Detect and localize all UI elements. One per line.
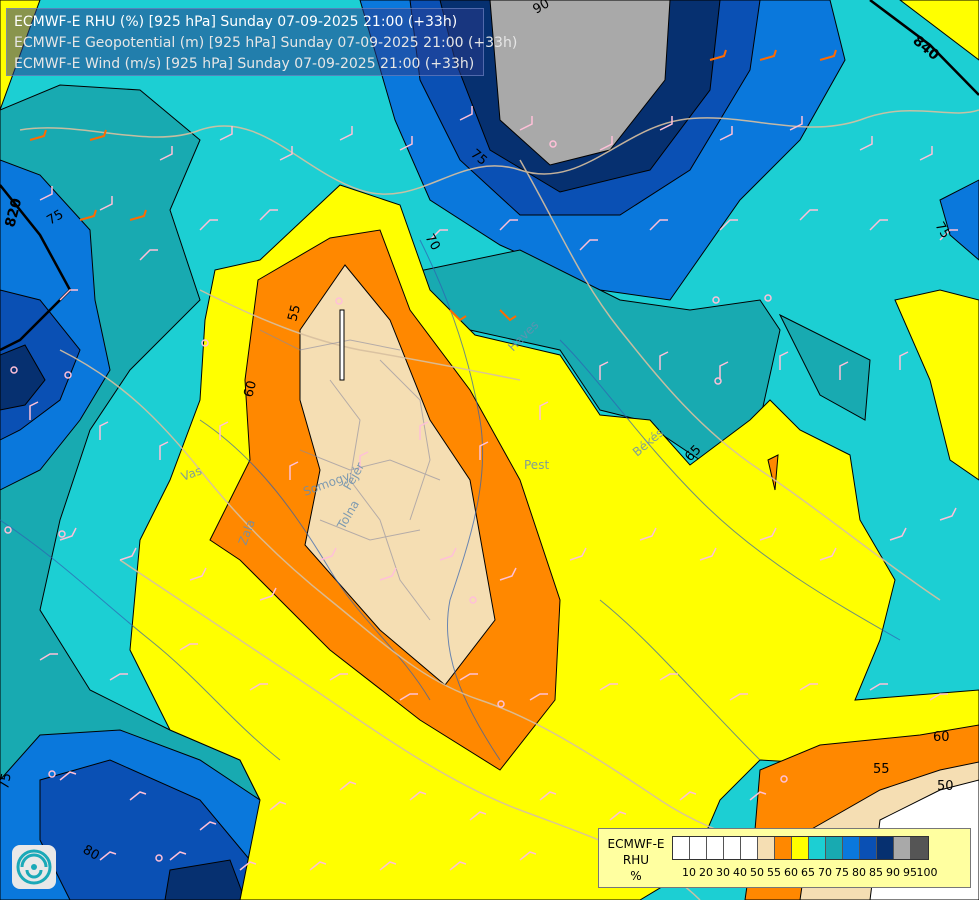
legend-tick-label: 10 <box>682 866 696 879</box>
legend-tick-label: 75 <box>835 866 849 879</box>
legend-variable: RHU <box>622 853 650 867</box>
legend-swatch <box>724 837 741 859</box>
legend-model: ECMWF-E <box>607 837 665 851</box>
legend-swatch <box>809 837 826 859</box>
legend-tick-label: 40 <box>733 866 747 879</box>
legend-swatch <box>894 837 911 859</box>
contour-label-60-central: 60 <box>241 379 260 399</box>
contour-label-55-central: 55 <box>285 303 304 323</box>
wind-calm-markers <box>4 140 788 862</box>
rhu-band-85-west <box>0 344 46 411</box>
contour-label-60-southeast: 60 <box>933 730 950 745</box>
contour-label-75-west: 75 <box>45 207 67 228</box>
title-geopotential: ECMWF-E Geopotential (m) [925 hPa] Sunda… <box>14 35 518 51</box>
rhu-band-60-east <box>894 289 979 481</box>
legend-swatch <box>877 837 894 859</box>
legend-swatch <box>775 837 792 859</box>
contour-label-75-southwest: 75 <box>0 772 15 791</box>
region-label-pest: Pest <box>524 458 549 472</box>
rhu-band-85-southwest <box>164 859 246 900</box>
map-title-box: ECMWF-E RHU (%) [925 hPa] Sunday 07-09-2… <box>6 8 518 76</box>
legend-swatch <box>860 837 877 859</box>
legend-ticks: 10 20 30 40 50 55 60 65 70 75 80 85 90 95 100 <box>672 866 972 880</box>
county-borders <box>259 329 441 621</box>
legend-tick-label: 50 <box>750 866 764 879</box>
contour-label-55-southeast: 55 <box>873 762 890 777</box>
geopotential-label-820: 820 <box>2 196 25 229</box>
legend-tick-label: 65 <box>801 866 815 879</box>
ecmwf-logo-icon <box>12 845 56 889</box>
legend-tick-label: 70 <box>818 866 832 879</box>
legend-swatch <box>792 837 809 859</box>
legend-swatches <box>672 836 929 860</box>
wind-barbs <box>29 106 958 871</box>
legend-tick-label: 55 <box>767 866 781 879</box>
title-wind: ECMWF-E Wind (m/s) [925 hPa] Sunday 07-0… <box>14 56 475 72</box>
contour-label-80-southwest: 80 <box>80 842 102 863</box>
contour-label-50-southeast: 50 <box>937 779 954 794</box>
legend-title: ECMWF-E RHU % <box>602 836 670 884</box>
geopotential-line-840 <box>869 0 979 96</box>
legend-swatch <box>673 837 690 859</box>
legend-tick-label: 30 <box>716 866 730 879</box>
title-rhu: ECMWF-E RHU (%) [925 hPa] Sunday 07-09-2… <box>14 14 458 30</box>
legend-tick-label: 60 <box>784 866 798 879</box>
legend-tick-label: 90 <box>886 866 900 879</box>
rhu-band-75-east <box>939 179 979 261</box>
legend-swatch <box>843 837 860 859</box>
legend-tick-label: 95 <box>903 866 917 879</box>
contour-label-70: 70 <box>422 232 443 254</box>
legend-unit: % <box>630 869 642 883</box>
legend-swatch <box>707 837 724 859</box>
rhu-band-60-northeast <box>899 0 979 61</box>
legend-tick-label: 100 <box>916 866 938 879</box>
rhu-band-70-east-patch <box>778 313 871 421</box>
wind-barbs-strong <box>29 49 837 322</box>
legend-swatch <box>911 837 928 859</box>
legend-tick-label: 20 <box>699 866 713 879</box>
rivers <box>0 239 901 761</box>
legend-swatch <box>741 837 758 859</box>
region-label-vas: Vas <box>179 464 203 484</box>
legend-swatch <box>758 837 775 859</box>
rhu-legend: ECMWF-E RHU % 10 20 30 40 50 55 60 65 70 75 80 85 90… <box>598 828 971 888</box>
legend-swatch <box>826 837 843 859</box>
strong-wind-vector <box>339 309 345 381</box>
legend-tick-label: 85 <box>869 866 883 879</box>
contour-label-75-east: 75 <box>932 220 953 242</box>
rhu-band-50-central <box>299 264 496 686</box>
legend-tick-label: 80 <box>852 866 866 879</box>
legend-swatch <box>690 837 707 859</box>
